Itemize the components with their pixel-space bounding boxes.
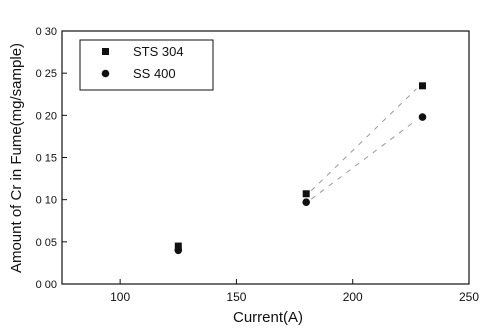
y-tick-label: 0 25 <box>36 68 57 80</box>
data-point-sts304 <box>302 190 310 198</box>
legend-marker-square <box>102 48 109 55</box>
x-tick-label: 100 <box>110 290 130 304</box>
y-tick-label: 0 00 <box>36 279 57 291</box>
x-axis-title: Current(A) <box>233 309 303 326</box>
x-tick-label: 150 <box>226 290 246 304</box>
trend-line <box>310 119 417 200</box>
y-axis-title: Amount of Cr in Fume(mg/sample) <box>8 43 25 273</box>
trend-line <box>310 88 417 192</box>
data-point-ss400 <box>418 113 427 121</box>
data-point-ss400 <box>174 246 183 255</box>
legend-label-ss400: SS 400 <box>133 66 176 81</box>
y-tick-label: 0 10 <box>36 195 57 207</box>
data-marks <box>174 82 427 255</box>
y-axis: 0 00 0 05 0 10 0 15 0 20 0 25 0 30 <box>36 26 67 291</box>
y-tick-label: 0 20 <box>36 110 57 122</box>
x-tick-label: 250 <box>459 290 479 304</box>
legend-label-sts304: STS 304 <box>133 44 184 59</box>
y-tick-label: 0 30 <box>36 26 57 38</box>
data-point-sts304 <box>418 82 426 90</box>
x-tick-label: 200 <box>343 290 363 304</box>
trend-lines <box>310 88 417 200</box>
y-tick-label: 0 15 <box>36 153 57 165</box>
legend: STS 304 SS 400 <box>79 39 214 91</box>
data-point-ss400 <box>302 198 311 206</box>
y-tick-label: 0 05 <box>36 237 57 249</box>
legend-marker-circle <box>101 69 110 78</box>
x-axis: 100 150 200 250 <box>110 279 479 304</box>
data-point-sts304 <box>174 242 182 250</box>
